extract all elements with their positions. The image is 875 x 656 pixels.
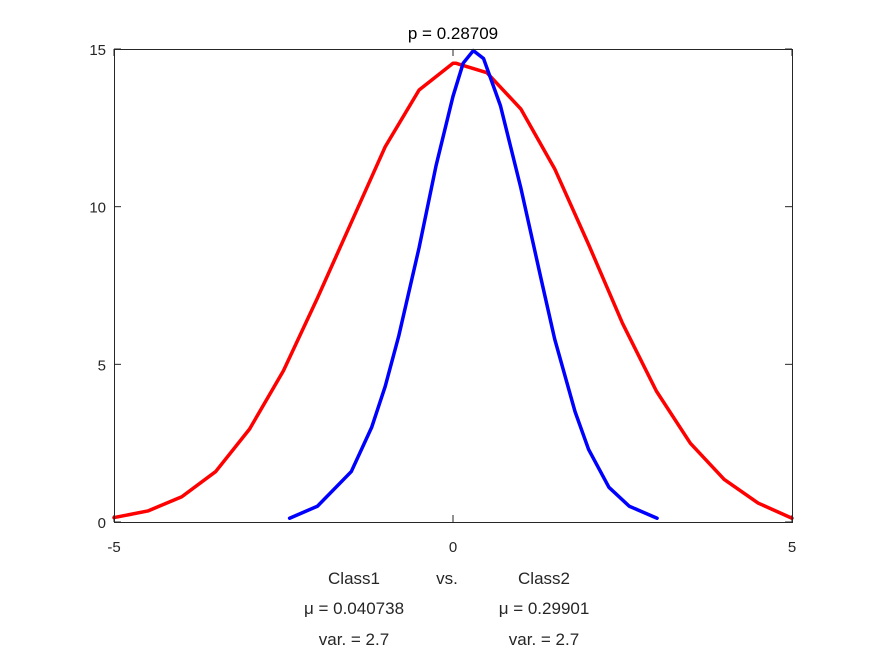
y-tick-label: 0 — [98, 515, 106, 532]
x-tick-label: 0 — [449, 539, 457, 556]
chart-title: p = 0.28709 — [408, 24, 498, 43]
xlabel-text: μ = 0.040738 — [304, 599, 404, 618]
xlabel-text: Class1 — [328, 569, 380, 588]
series-line-2 — [287, 48, 659, 520]
xlabel-text: var. = 2.7 — [319, 630, 389, 649]
plot-area — [114, 49, 792, 522]
xlabel-text: Class2 — [518, 569, 570, 588]
y-tick-label: 15 — [89, 42, 106, 59]
xlabel-layer: Class1 vs. Class2 μ = 0.040738 μ = 0.29901 va… — [304, 569, 589, 649]
y-tick-label: 5 — [98, 357, 106, 374]
series-layer — [112, 48, 794, 520]
xlabel-text: μ = 0.29901 — [499, 599, 590, 618]
series-line-1 — [112, 61, 794, 520]
y-tick-label: 10 — [89, 200, 106, 217]
xlabel-text: var. = 2.7 — [509, 630, 579, 649]
x-tick-label: 5 — [788, 539, 796, 556]
xlabel-text: vs. — [436, 569, 458, 588]
x-tick-label: -5 — [107, 539, 120, 556]
